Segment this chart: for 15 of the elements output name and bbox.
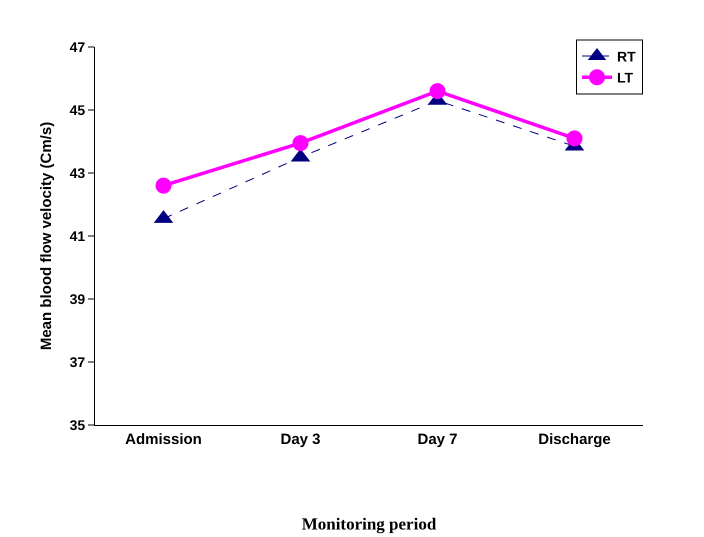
x-tick-label: Day 7: [417, 431, 458, 448]
x-tick-label: Admission: [125, 431, 202, 448]
y-tick-label: 43: [70, 164, 86, 181]
y-tick-label: 37: [70, 354, 86, 370]
legend-label: RT: [617, 48, 636, 64]
y-tick-label: 35: [70, 416, 86, 433]
legend-label: LT: [617, 70, 634, 86]
x-axis-title: Monitoring period: [302, 514, 437, 534]
y-axis-title: Mean blood flow velocity (Cm/s): [38, 122, 55, 350]
y-tick-label: 41: [70, 228, 86, 244]
y-tick-label: 45: [70, 102, 86, 118]
y-tick-label: 47: [70, 38, 86, 55]
x-tick-label: Discharge: [538, 431, 611, 448]
x-tick-label: Day 3: [280, 431, 321, 448]
y-tick-label: 39: [70, 290, 86, 307]
